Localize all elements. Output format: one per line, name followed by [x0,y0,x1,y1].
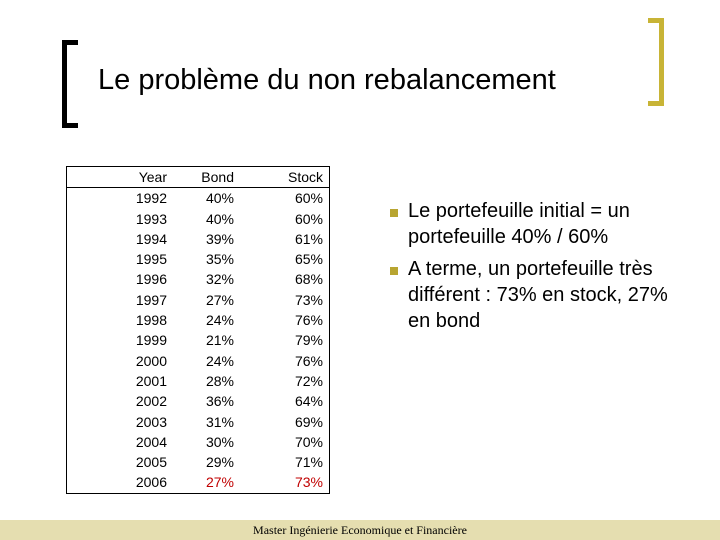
bullet-text: A terme, un portefeuille très différent … [408,258,668,332]
cell-bond: 35% [205,251,234,268]
cell-bond: 21% [205,332,234,349]
cell-stock: 70% [294,433,323,450]
table-row: 1997 27% 73% [67,290,330,310]
bullet-item: Le portefeuille initial = un portefeuill… [384,198,674,250]
table-row: 1994 39% 61% [67,229,330,249]
cell-bond: 30% [205,433,234,450]
table-row: 2002 36% 64% [67,391,330,411]
cell-stock: 68% [294,271,323,288]
table-row: 2004 30% 70% [67,432,330,452]
table-header-row: Year Bond Stock [66,166,330,189]
table-row: 2005 29% 71% [67,452,330,472]
table-row: 1998 24% 76% [67,310,330,330]
cell-year: 1994 [135,230,167,247]
cell-year: 2004 [135,433,167,450]
cell-bond: 31% [205,413,234,430]
cell-stock: 72% [294,372,323,389]
cell-bond: 40% [205,210,234,227]
cell-year: 1999 [135,332,167,349]
cell-bond: 28% [205,372,234,389]
cell-year: 1996 [135,271,167,288]
cell-year: 1993 [135,210,167,227]
cell-stock: 76% [294,312,323,329]
footer-bar: Master Ingénierie Economique et Financiè… [0,520,720,540]
cell-stock: 61% [294,230,323,247]
table-row: 1996 32% 68% [67,269,330,289]
cell-year: 2002 [135,393,167,410]
cell-year: 1995 [135,251,167,268]
cell-stock: 73% [294,291,323,308]
cell-stock: 79% [294,332,323,349]
right-bracket-decoration [648,18,664,106]
cell-year: 2000 [135,352,167,369]
table-row: 1993 40% 60% [67,209,330,229]
cell-stock: 60% [294,210,323,227]
allocation-table: Year Bond Stock 1992 40% 60% 1993 40% 60% 1994… [66,166,330,494]
cell-bond: 36% [205,393,234,410]
cell-bond: 27% [205,474,234,491]
cell-stock: 76% [294,352,323,369]
cell-bond: 40% [205,190,234,207]
footer-text: Master Ingénierie Economique et Financiè… [253,522,467,537]
cell-year: 1992 [135,190,167,207]
cell-year: 2005 [135,454,167,471]
table-row: 1992 40% 60% [67,188,330,209]
cell-year: 2003 [135,413,167,430]
cell-bond: 29% [205,454,234,471]
table-row: 1995 35% 65% [67,249,330,269]
cell-year: 1998 [135,312,167,329]
square-bullet-icon [390,209,398,217]
cell-stock: 71% [294,454,323,471]
cell-stock: 65% [294,251,323,268]
header-bond: Bond [175,166,240,189]
square-bullet-icon [390,267,398,275]
table-row: 2001 28% 72% [67,371,330,391]
header-year: Year [66,166,175,189]
cell-stock: 60% [294,190,323,207]
cell-bond: 24% [205,312,234,329]
table-row: 2006 27% 73% [67,472,330,493]
cell-year: 2006 [135,474,167,491]
bullet-item: A terme, un portefeuille très différent … [384,256,674,334]
cell-stock: 64% [294,393,323,410]
bullet-text: Le portefeuille initial = un portefeuill… [408,200,630,248]
table-row: 2000 24% 76% [67,351,330,371]
cell-stock: 69% [294,413,323,430]
cell-bond: 27% [205,291,234,308]
left-bracket-decoration [62,40,78,128]
table-body: 1992 40% 60% 1993 40% 60% 1994 39% 61% 1995 35% 65%… [67,188,330,493]
cell-year: 1997 [135,291,167,308]
cell-bond: 24% [205,352,234,369]
cell-year: 2001 [135,372,167,389]
table-row: 1999 21% 79% [67,330,330,350]
cell-stock: 73% [294,474,323,491]
header-stock: Stock [240,166,330,189]
bullet-list: Le portefeuille initial = un portefeuill… [384,198,674,340]
slide-title: Le problème du non rebalancement [98,64,556,96]
cell-bond: 39% [205,230,234,247]
cell-bond: 32% [205,271,234,288]
table-row: 2003 31% 69% [67,412,330,432]
